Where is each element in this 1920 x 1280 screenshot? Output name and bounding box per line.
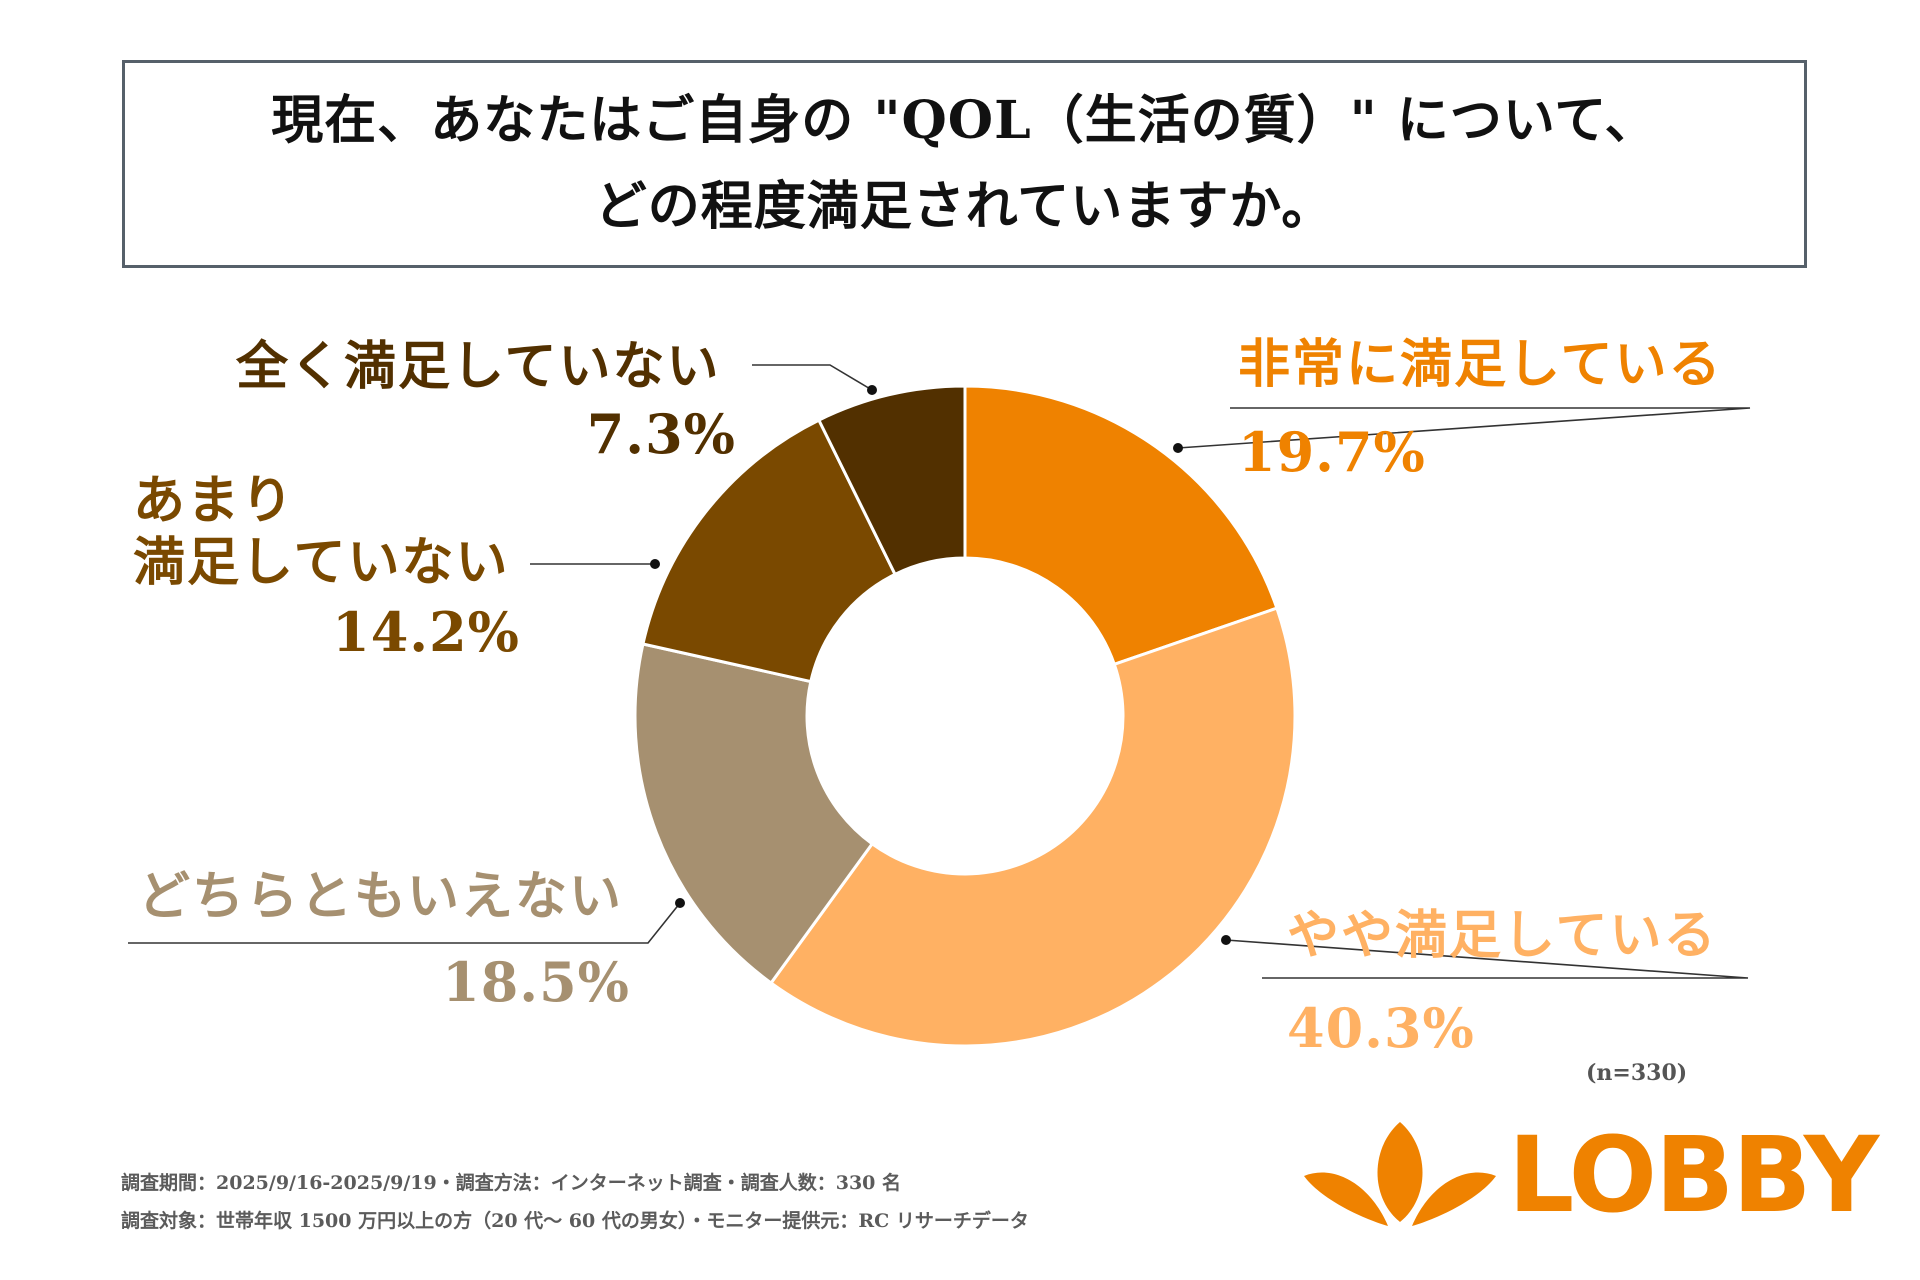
leader-dot-neutral: [675, 898, 685, 908]
leader-line-not-satisfied-at-all: [752, 364, 873, 391]
value-not-very-satisfied: 14.2%: [332, 600, 520, 664]
leader-dot-very-satisfied: [1173, 443, 1183, 453]
leader-line-neutral: [128, 902, 681, 944]
chart-title-line-1: 現在、あなたはご自身の "QOL（生活の質）" について、: [271, 90, 1658, 151]
leader-lines: [128, 364, 1751, 979]
value-somewhat-satisfied: 40.3%: [1287, 996, 1475, 1060]
donut-slices: [633, 384, 1297, 1048]
label-somewhat-satisfied: やや満足している: [1287, 905, 1718, 966]
donut-slice-not-very-satisfied: [641, 418, 898, 684]
donut-slice-somewhat-satisfied: [768, 606, 1297, 1048]
value-very-satisfied: 19.7%: [1238, 420, 1426, 484]
label-neutral: どちらともいえない: [138, 866, 623, 927]
value-neutral: 18.5%: [442, 950, 630, 1014]
title-box: 現在、あなたはご自身の "QOL（生活の質）" について、 どの程度満足されてい…: [122, 60, 1807, 268]
lobby-logo-text: LOBBY: [1508, 1114, 1879, 1236]
sample-size: (n=330): [1586, 1060, 1688, 1086]
label-not-very-satisfied-line-1: あまり: [133, 470, 296, 531]
donut-slice-neutral: [633, 642, 875, 986]
lobby-logo-mark: [1304, 1122, 1496, 1226]
value-not-satisfied-at-all: 7.3%: [586, 402, 736, 466]
leader-dot-not-very-satisfied: [650, 559, 660, 569]
label-not-very-satisfied-line-2: 満足していない: [133, 532, 510, 593]
label-very-satisfied: 非常に満足している: [1238, 334, 1723, 395]
lobby-logo: LOBBY: [1300, 1118, 1879, 1238]
leader-dot-somewhat-satisfied: [1221, 935, 1231, 945]
chart-title-line-2: どの程度満足されていますか。: [594, 176, 1335, 237]
survey-note-period: 調査期間：2025/9/16-2025/9/19・調査方法：インターネット調査・…: [121, 1172, 902, 1194]
leader-dot-not-satisfied-at-all: [867, 385, 877, 395]
label-not-satisfied-at-all: 全く満足していない: [236, 336, 721, 397]
survey-note-target: 調査対象：世帯年収 1500 万円以上の方（20 代～ 60 代の男女）・モニタ…: [121, 1210, 1029, 1232]
leader-line-somewhat-satisfied: [1225, 939, 1749, 979]
donut-slice-very-satisfied: [963, 384, 1279, 667]
leader-line-very-satisfied: [1177, 407, 1751, 449]
donut-slice-not-satisfied-at-all: [816, 384, 967, 577]
